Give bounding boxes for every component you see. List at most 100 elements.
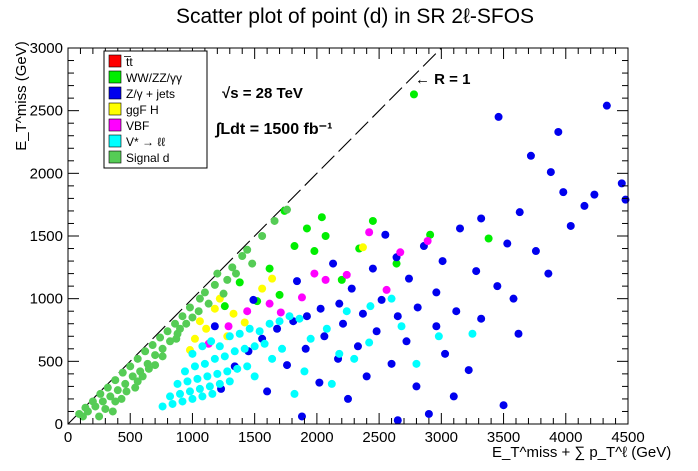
legend-label: ggF H (126, 103, 159, 117)
x-tick-label: 0 (64, 429, 72, 446)
data-point (362, 372, 371, 381)
data-point (195, 384, 204, 393)
data-point (180, 367, 189, 376)
data-point (243, 362, 252, 371)
data-point (228, 263, 237, 272)
data-point (456, 224, 464, 233)
data-point (290, 242, 299, 251)
x-tick-label: 4500 (611, 429, 644, 446)
data-point (258, 232, 267, 240)
data-point (426, 230, 435, 239)
data-point (342, 270, 351, 279)
data-point (158, 344, 167, 353)
data-point (301, 344, 310, 353)
data-point (96, 389, 105, 398)
data-point (188, 394, 197, 403)
data-point (531, 247, 540, 256)
y-tick-label: 3000 (30, 40, 63, 57)
data-point (310, 247, 319, 256)
data-point (387, 359, 396, 368)
legend-swatch (108, 150, 122, 164)
data-point (117, 394, 126, 403)
series-5 (158, 294, 477, 411)
data-point (335, 349, 344, 358)
data-point (526, 151, 535, 160)
x-tick-label: 2000 (300, 429, 333, 446)
data-point (224, 322, 233, 331)
data-point (194, 307, 203, 316)
data-point (268, 274, 277, 283)
data-point (499, 401, 508, 410)
data-point (98, 397, 107, 406)
data-point (188, 349, 197, 358)
data-point (233, 364, 242, 373)
data-point (310, 269, 319, 278)
data-point (151, 361, 160, 370)
data-point (250, 372, 259, 381)
legend-swatch (108, 118, 122, 132)
legend: t̅t WW/ZZ/γγ Z/γ + jets ggF H VBF V* → ℓℓ Sign… (103, 50, 208, 169)
data-point (250, 342, 259, 351)
x-tick-label: 1500 (238, 429, 271, 446)
data-point (317, 213, 326, 222)
data-point (283, 361, 292, 370)
data-point (83, 407, 92, 416)
data-point (225, 332, 234, 341)
data-point (372, 327, 381, 336)
data-point (183, 377, 192, 386)
data-point (238, 252, 247, 261)
data-point (350, 354, 359, 363)
lumi-annotation: ∫Ldt = 1500 fb⁻¹ (214, 121, 332, 138)
data-point (377, 295, 386, 304)
data-point (188, 313, 197, 322)
data-point (101, 404, 110, 413)
data-point (265, 319, 274, 328)
series-1 (220, 90, 493, 311)
data-point (412, 382, 421, 391)
data-point (121, 379, 130, 388)
data-point (195, 317, 204, 326)
data-point (477, 314, 486, 323)
data-point (494, 112, 503, 121)
data-point (198, 392, 207, 401)
data-point (166, 337, 175, 346)
data-point (210, 304, 219, 313)
data-point (472, 267, 481, 276)
x-tick-label: 3500 (487, 429, 520, 446)
data-point (546, 168, 555, 177)
data-point (268, 354, 277, 363)
data-point (402, 337, 411, 346)
data-point (215, 342, 224, 351)
data-point (381, 230, 390, 239)
data-point (235, 329, 244, 338)
data-point (347, 284, 356, 293)
data-point (166, 392, 175, 401)
data-point (590, 190, 599, 199)
data-point (203, 372, 212, 381)
data-point (273, 324, 282, 333)
data-point (220, 352, 229, 361)
data-point (168, 399, 177, 408)
y-axis-label: E_T^miss (GeV) (13, 41, 30, 151)
data-point (580, 201, 589, 210)
data-point (320, 332, 329, 341)
data-point (95, 412, 104, 421)
data-point (484, 234, 493, 243)
data-point (243, 307, 252, 316)
data-point (144, 364, 153, 373)
data-point (366, 302, 375, 311)
data-point (204, 299, 213, 308)
data-point (306, 334, 315, 343)
data-point (514, 329, 523, 338)
data-point (158, 352, 167, 361)
data-point (185, 303, 194, 312)
data-point (133, 354, 142, 363)
data-point (213, 369, 222, 378)
data-point (387, 294, 396, 303)
data-point (248, 259, 257, 268)
data-point (423, 237, 432, 246)
data-point (441, 349, 450, 358)
data-point (432, 322, 441, 331)
data-point (321, 275, 330, 284)
data-point (198, 342, 207, 351)
